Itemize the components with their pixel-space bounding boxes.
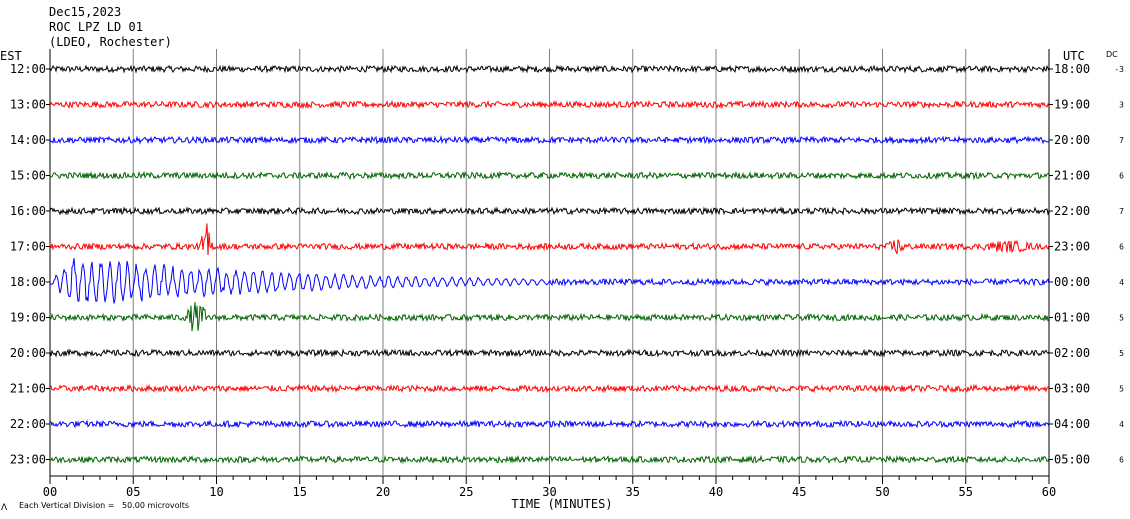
est-hour-label: 16:00 <box>10 204 46 218</box>
utc-hour-label: 23:00 <box>1054 240 1090 254</box>
dc-offset-value: -3 <box>1114 65 1124 74</box>
dc-offset-value: 4 <box>1119 278 1124 287</box>
seismic-trace <box>49 170 1050 181</box>
utc-hour-label: 01:00 <box>1054 311 1090 325</box>
utc-hour-label: 21:00 <box>1054 169 1090 183</box>
x-tick-label: 25 <box>459 485 473 499</box>
x-tick-label: 10 <box>209 485 223 499</box>
utc-hour-label: 05:00 <box>1054 453 1090 467</box>
x-tick-label: 15 <box>293 485 307 499</box>
right-timezone-label: UTC <box>1063 49 1085 63</box>
x-tick-label: 00 <box>43 485 57 499</box>
seismic-trace <box>49 348 1050 358</box>
left-timezone-label: EST <box>0 49 22 63</box>
seismic-trace <box>49 419 1050 429</box>
est-hour-label: 19:00 <box>10 311 46 325</box>
x-tick-label: 55 <box>959 485 973 499</box>
seismic-trace <box>49 135 1050 145</box>
dc-offset-value: 5 <box>1119 314 1124 323</box>
dc-offset-value: 7 <box>1119 136 1124 145</box>
utc-hour-label: 04:00 <box>1054 417 1090 431</box>
est-hour-label: 12:00 <box>10 62 46 76</box>
dc-offset-value: 5 <box>1119 349 1124 358</box>
est-hour-label: 22:00 <box>10 417 46 431</box>
x-tick-label: 35 <box>626 485 640 499</box>
dc-offset-value: 5 <box>1119 385 1124 394</box>
seismic-trace <box>49 454 1050 465</box>
utc-hour-label: 03:00 <box>1054 382 1090 396</box>
seismic-trace <box>49 64 1050 74</box>
network-name: (LDEO, Rochester) <box>49 35 172 49</box>
utc-hour-label: 20:00 <box>1054 133 1090 147</box>
x-tick-label: 30 <box>542 485 556 499</box>
dc-offset-value: 7 <box>1119 207 1124 216</box>
seismic-trace <box>49 99 1050 110</box>
dc-offset-label: DC <box>1106 50 1118 59</box>
est-hour-label: 18:00 <box>10 275 46 289</box>
utc-hour-label: 22:00 <box>1054 204 1090 218</box>
est-hour-label: 17:00 <box>10 240 46 254</box>
x-tick-label: 05 <box>126 485 140 499</box>
seismic-trace <box>49 223 1050 256</box>
seismic-trace <box>49 302 1050 332</box>
x-tick-label: 50 <box>875 485 889 499</box>
utc-hour-label: 02:00 <box>1054 346 1090 360</box>
utc-hour-label: 18:00 <box>1054 62 1090 76</box>
est-hour-label: 15:00 <box>10 169 46 183</box>
est-hour-label: 20:00 <box>10 346 46 360</box>
x-tick-label: 20 <box>376 485 390 499</box>
utc-hour-label: 19:00 <box>1054 98 1090 112</box>
corner-mark: Λ <box>1 503 8 513</box>
utc-hour-label: 00:00 <box>1054 275 1090 289</box>
x-tick-label: 40 <box>709 485 723 499</box>
seismic-trace <box>49 258 1050 304</box>
dc-offset-value: 6 <box>1119 456 1124 465</box>
x-tick-label: 60 <box>1042 485 1056 499</box>
dc-offset-value: 6 <box>1119 172 1124 181</box>
station-code: ROC LPZ LD 01 <box>49 20 143 34</box>
est-hour-label: 23:00 <box>10 453 46 467</box>
scale-note: Each Vertical Division = 50.00 microvolt… <box>19 501 190 510</box>
seismic-trace <box>49 383 1050 394</box>
dc-offset-value: 3 <box>1119 101 1124 110</box>
est-hour-label: 13:00 <box>10 98 46 112</box>
dc-offset-value: 4 <box>1119 420 1124 429</box>
record-date: Dec15,2023 <box>49 5 122 19</box>
x-tick-label: 45 <box>792 485 806 499</box>
dc-offset-value: 6 <box>1119 243 1124 252</box>
x-axis-label: TIME (MINUTES) <box>511 497 612 511</box>
est-hour-label: 21:00 <box>10 382 46 396</box>
seismic-trace <box>49 206 1050 216</box>
est-hour-label: 14:00 <box>10 133 46 147</box>
